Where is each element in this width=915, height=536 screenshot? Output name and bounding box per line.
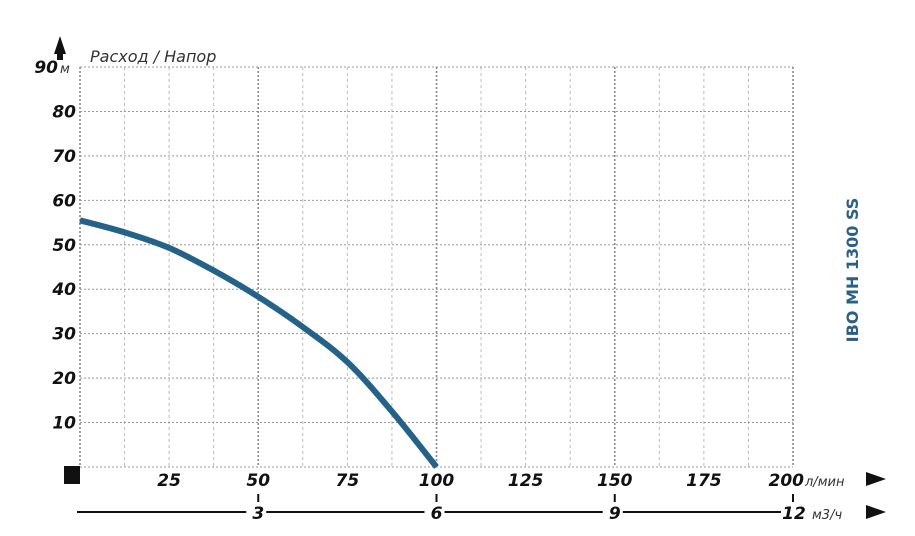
model-label: IBO MH 1300 SS [843, 198, 862, 343]
x-tick-label: 150 [597, 471, 633, 491]
y-tick-label: 10 [52, 414, 76, 434]
x2-label-bg [781, 502, 809, 522]
x2-tick-label: 3 [252, 504, 264, 524]
x-tick-label: 200 [769, 471, 805, 491]
y-axis-arrow-icon [54, 36, 66, 54]
x2-unit-label: м3/ч [812, 508, 842, 523]
y-tick-label: 40 [51, 280, 76, 300]
x-tick-label: 25 [157, 471, 181, 491]
chart-title: Расход / Напор [90, 47, 216, 66]
series-line [79, 217, 439, 469]
y-tick-label: 30 [52, 325, 76, 345]
x2-label-bg [246, 502, 267, 522]
y-tick-label: 50 [52, 236, 76, 256]
x-axis-arrow-icon [866, 472, 886, 486]
grid [79, 66, 794, 468]
x-tick-label: 50 [246, 471, 270, 491]
x2-tick-label: 6 [431, 504, 443, 524]
x2-tick-label: 9 [609, 504, 621, 524]
series-curve [79, 217, 439, 469]
x2-tick-label: 12 [782, 504, 806, 524]
tick-labels: 10 20 30 40 50 60 70 80 90 м 25 50 75 100 125 150 175 200… [34, 58, 845, 524]
x2-label-bg [424, 502, 445, 522]
y-axis-arrow-stem [57, 54, 63, 60]
y-tick-label: 60 [52, 191, 76, 211]
y-unit-label: м [60, 62, 70, 77]
x-tick-label: 75 [336, 471, 360, 491]
x2-axis-arrow-icon [866, 505, 886, 519]
x-tick-label: 125 [508, 471, 544, 491]
x-unit-label: л/мин [804, 475, 845, 490]
x2-label-bg [602, 502, 623, 522]
y-tick-label: 70 [52, 147, 76, 167]
x-tick-label: 175 [686, 471, 722, 491]
x-tick-label: 100 [419, 471, 455, 491]
y-tick-label: 20 [52, 369, 76, 389]
y-tick-label: 90 [34, 58, 58, 78]
origin-marker [64, 466, 80, 484]
y-tick-label: 80 [52, 102, 76, 122]
